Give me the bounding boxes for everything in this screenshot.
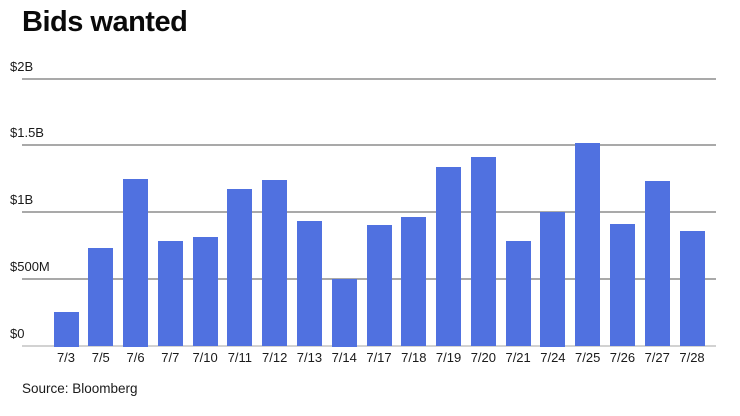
- x-tick-label: 7/19: [435, 350, 462, 365]
- bar: [505, 241, 531, 347]
- x-tick-label: 7/26: [609, 350, 636, 365]
- bar: [331, 278, 357, 347]
- gridline: [22, 144, 716, 147]
- y-tick-label: $1.5B: [10, 125, 44, 141]
- bar: [540, 212, 566, 347]
- y-tick-label: $2B: [10, 58, 34, 74]
- x-tick-label: 7/27: [644, 350, 670, 365]
- x-tick-label: 7/28: [679, 350, 705, 365]
- bar: [436, 166, 462, 347]
- bar: [262, 179, 288, 347]
- bar: [123, 178, 149, 347]
- bar: [575, 142, 601, 347]
- gridline: [22, 211, 716, 213]
- x-tick-label: 7/7: [161, 350, 180, 365]
- x-tick-label: 7/13: [296, 350, 323, 365]
- bar: [366, 225, 392, 347]
- x-tick-label: 7/20: [470, 350, 496, 365]
- x-tick-label: 7/10: [192, 350, 218, 365]
- bar: [609, 224, 635, 347]
- x-tick-label: 7/3: [56, 350, 76, 365]
- x-tick-label: 7/12: [262, 350, 288, 365]
- x-tick-label: 7/5: [91, 350, 110, 365]
- bar: [157, 241, 183, 347]
- bar: [53, 312, 79, 347]
- source-note: Source: Bloomberg: [22, 381, 138, 396]
- bar: [679, 230, 705, 347]
- x-tick-label: 7/21: [505, 350, 531, 365]
- x-tick-label: 7/24: [540, 350, 566, 365]
- y-tick-label: $0: [10, 325, 25, 341]
- gridline: [22, 77, 716, 80]
- y-tick-label: $500M: [10, 258, 50, 274]
- bar: [192, 237, 218, 347]
- bar: [88, 248, 114, 347]
- bar: [401, 217, 427, 347]
- x-tick-label: 7/6: [126, 350, 145, 365]
- x-tick-label: 7/11: [227, 350, 253, 365]
- x-tick-label: 7/14: [331, 350, 357, 365]
- bar: [227, 189, 253, 347]
- x-tick-label: 7/25: [575, 350, 601, 365]
- y-tick-label: $1B: [10, 192, 34, 207]
- bar: [296, 221, 322, 347]
- x-tick-label: 7/18: [401, 350, 427, 365]
- bar: [644, 181, 670, 347]
- bar: [470, 157, 496, 347]
- chart-title: Bids wanted: [22, 6, 188, 38]
- x-tick-label: 7/17: [366, 350, 392, 365]
